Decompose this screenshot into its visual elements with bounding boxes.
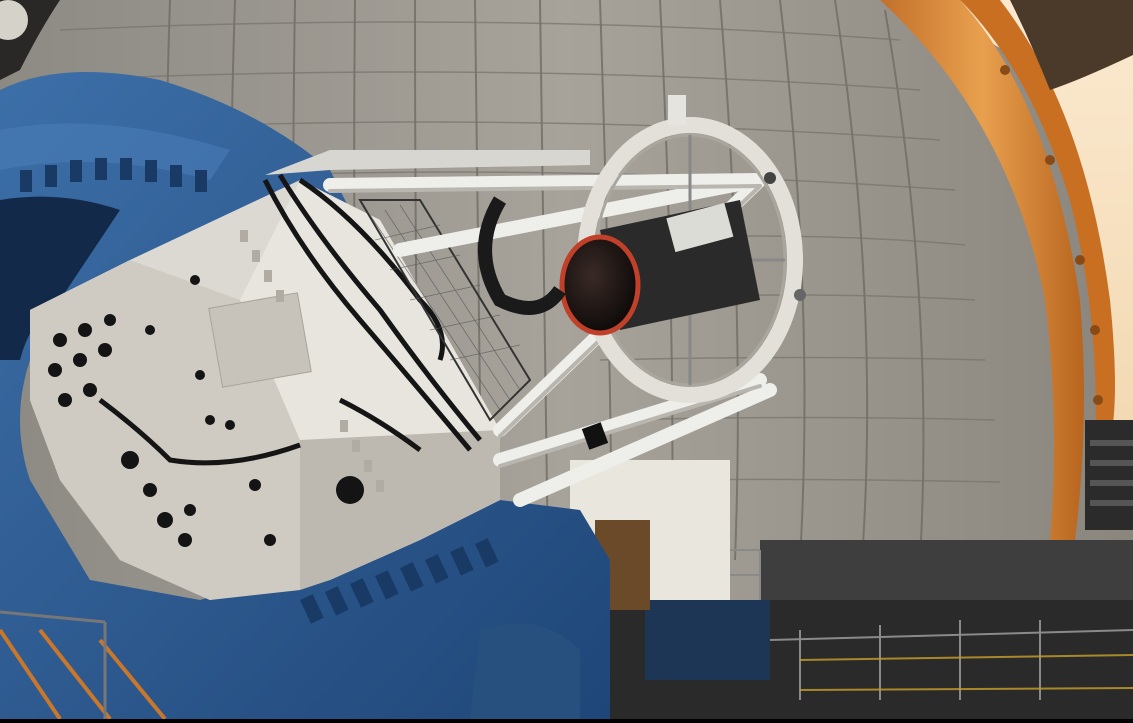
cables bbox=[98, 173, 482, 466]
ring-knob bbox=[794, 289, 806, 301]
yoke-vents bbox=[20, 158, 499, 624]
yoke-hatch bbox=[470, 623, 580, 719]
instrument-side-face bbox=[300, 430, 500, 590]
yellow-railing bbox=[799, 654, 1133, 691]
dome-light bbox=[0, 0, 28, 40]
left-gray-railing bbox=[0, 610, 107, 719]
mesh-panel bbox=[358, 199, 532, 422]
ring-knob-top bbox=[764, 172, 776, 184]
top-cable-tray bbox=[265, 150, 590, 175]
instrument-holes bbox=[48, 275, 364, 547]
instrument-rivets bbox=[240, 230, 384, 492]
left-stair-railing bbox=[0, 628, 167, 721]
tube-red-band bbox=[559, 234, 641, 336]
truss-clamp bbox=[581, 422, 609, 450]
instrument-panel bbox=[208, 292, 312, 388]
slit-bolts bbox=[1000, 65, 1103, 405]
dome-slit-sky bbox=[920, 0, 1133, 430]
ring-post bbox=[668, 95, 686, 125]
cable-chain bbox=[478, 196, 566, 315]
dome-slit-arch bbox=[880, 0, 1084, 540]
secondary-instrument bbox=[666, 202, 734, 253]
mesh-lines bbox=[369, 204, 521, 411]
equipment-cabinet bbox=[645, 600, 770, 680]
optical-tube-aperture bbox=[562, 237, 638, 333]
dome-shutter bbox=[1010, 0, 1133, 90]
stairs bbox=[1085, 420, 1133, 530]
